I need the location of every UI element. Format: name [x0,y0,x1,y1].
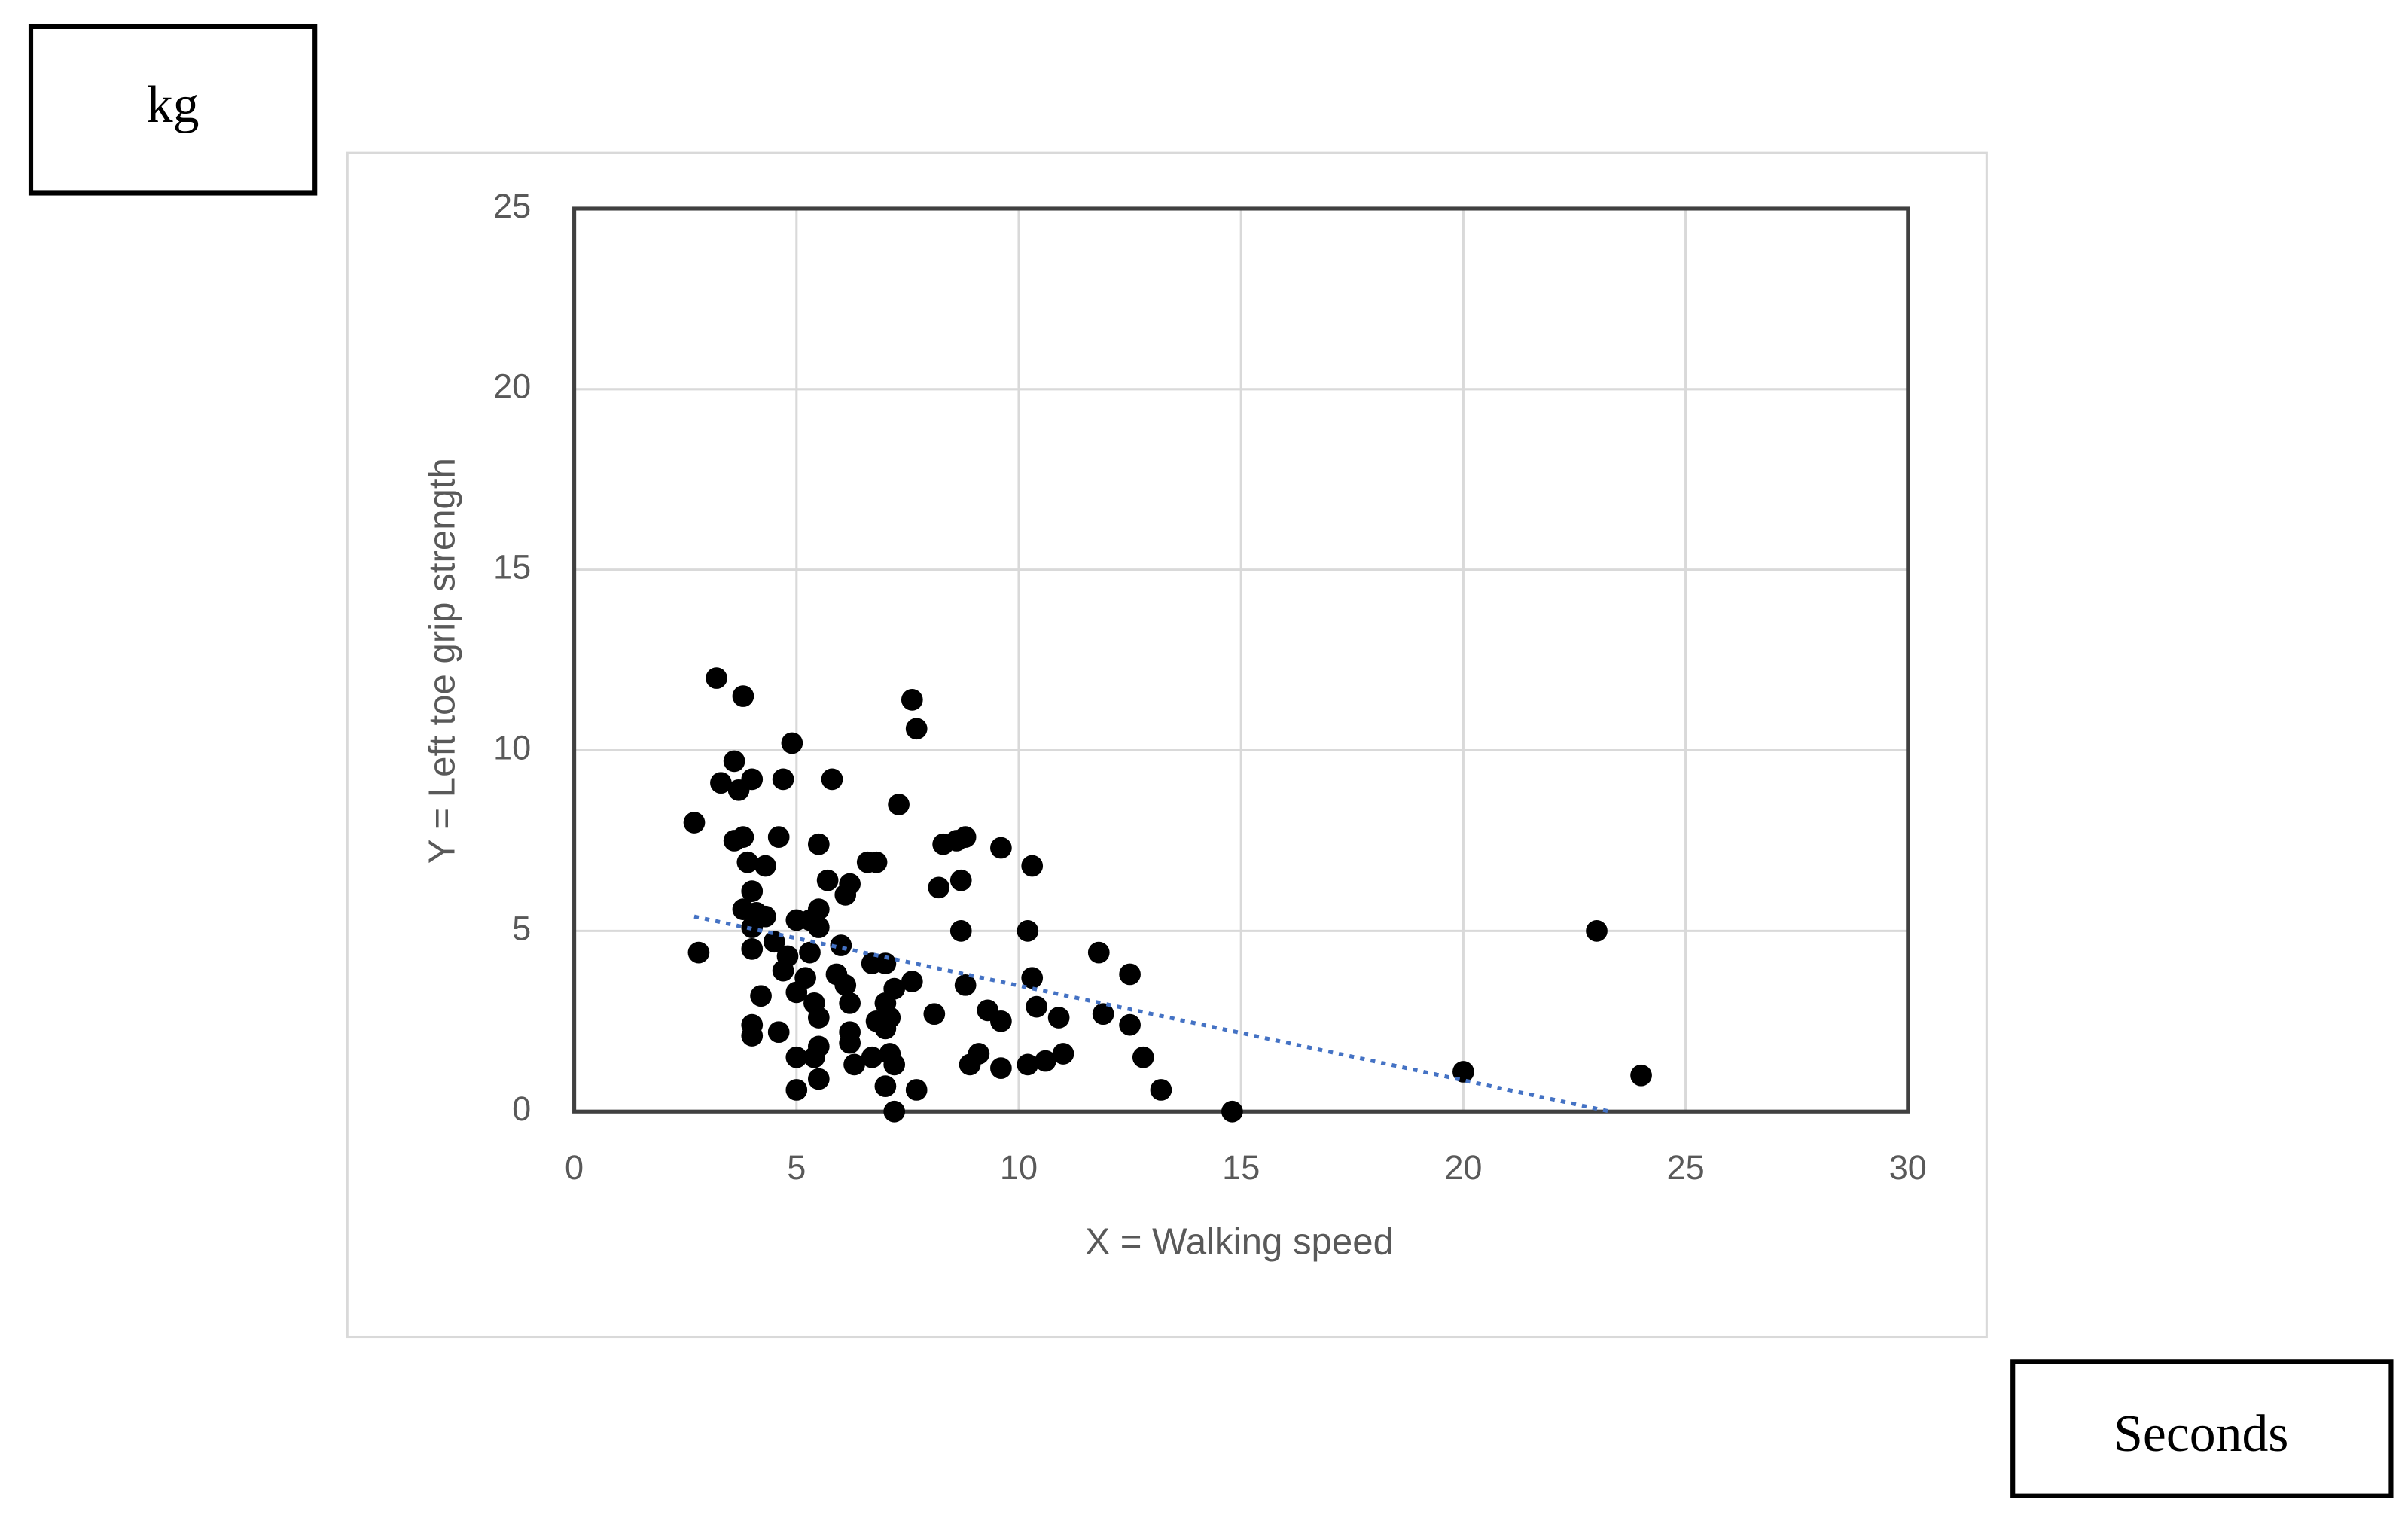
point [1221,1100,1243,1123]
chart-area [346,151,1988,1339]
point [736,851,759,873]
point [741,916,764,938]
unit-box [2010,1359,2394,1498]
x-tick-label: 0 [565,1148,584,1187]
point [861,1046,883,1068]
point [990,1010,1012,1032]
point [874,952,897,974]
point [799,941,821,964]
point [990,1057,1012,1080]
point [954,826,977,849]
x-tick-label: 15 [1222,1148,1260,1187]
point [1087,941,1110,964]
point [865,851,888,873]
x-tick-label: 5 [787,1148,806,1187]
point [1017,920,1039,942]
point [1150,1079,1172,1101]
y-tick-label: 10 [493,728,531,767]
point [750,985,772,1007]
trendline [693,914,1611,1114]
point [807,916,830,938]
point [1026,995,1047,1018]
point [741,1025,764,1047]
point [990,837,1012,859]
point [923,1003,946,1026]
y-tick-label: 20 [493,367,531,406]
x-tick-label: 10 [1000,1148,1038,1187]
point [883,1100,906,1123]
point [723,750,745,773]
y-tick-label: 15 [493,548,531,587]
point [888,794,910,815]
point [928,876,950,899]
x-tick-label: 20 [1444,1148,1482,1187]
point [1132,1046,1154,1068]
point [959,1053,981,1076]
point [901,971,923,992]
point [772,959,794,982]
point [905,718,928,740]
point [821,768,843,791]
point [781,732,803,754]
point [1586,920,1608,942]
point [883,1053,906,1076]
point [949,869,972,891]
point [785,1079,808,1101]
point [839,992,861,1014]
point [807,833,830,855]
y-tick-label: 25 [493,187,531,225]
point [772,768,794,791]
point [706,667,727,689]
point [687,941,710,964]
x-tick-label: 25 [1667,1148,1705,1187]
point [874,1075,897,1097]
point [839,1032,861,1054]
point [741,880,764,902]
y-tick-label: 5 [512,909,531,947]
y-unit: kg [147,76,200,134]
x-axis-label: X = Walking speed [1085,1221,1394,1263]
point [816,869,839,891]
point [1021,967,1044,989]
point [767,826,790,849]
point [807,1007,830,1029]
point [1119,1013,1141,1036]
point [834,884,857,906]
point [767,1021,790,1044]
point [785,1046,808,1068]
point [710,772,732,794]
point [732,826,754,849]
x-unit: Seconds [2114,1405,2288,1463]
point [727,779,750,801]
point [741,938,764,960]
point [1047,1007,1070,1029]
point [803,1046,825,1068]
unit-box [28,24,318,196]
point [807,1068,830,1090]
point [949,920,972,942]
point [1035,1050,1056,1072]
y-axis-label: Y = Left toe grip strength [421,458,462,864]
point [732,685,754,707]
point [905,1079,928,1101]
point [874,1017,897,1040]
point [954,974,977,996]
point [754,855,776,877]
point [1021,855,1044,877]
x-tick-label: 30 [1889,1148,1927,1187]
y-tick-label: 0 [512,1090,531,1128]
point [901,689,923,711]
point [1630,1064,1652,1087]
point [1119,963,1141,986]
point [785,981,808,1004]
point [834,974,857,996]
point [1052,1043,1074,1065]
point [683,812,706,834]
point [843,1053,865,1076]
point [1017,1053,1039,1076]
point [1092,1003,1114,1026]
point [830,934,852,956]
